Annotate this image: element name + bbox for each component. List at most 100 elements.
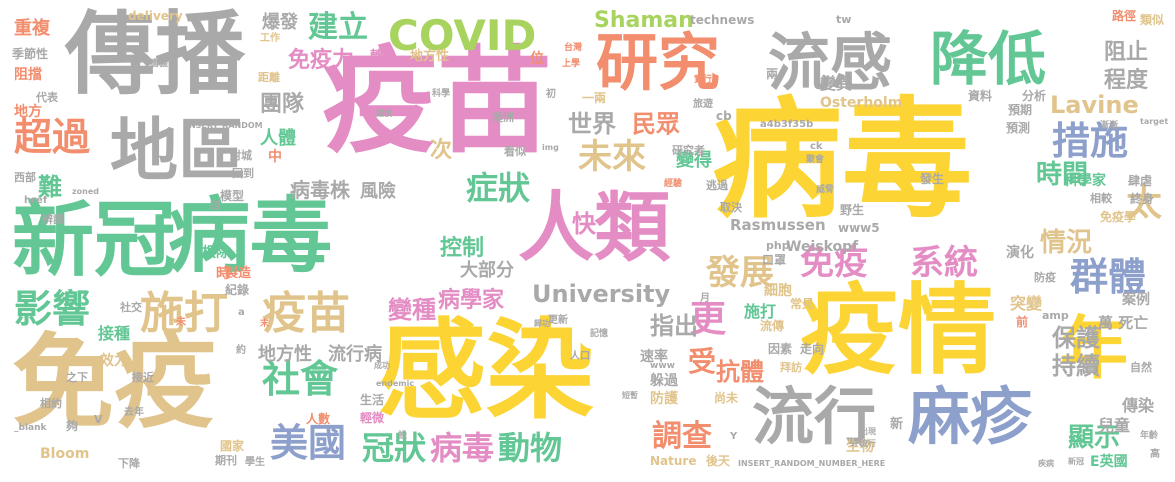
- cloud-word: 中: [268, 149, 282, 165]
- cloud-word: img: [542, 143, 559, 152]
- cloud-word: 施打: [140, 288, 228, 339]
- cloud-word: 年: [1060, 310, 1129, 389]
- cloud-word: Rasmussen: [730, 216, 826, 234]
- cloud-word: Shaman: [594, 8, 694, 33]
- cloud-word: 爆發: [262, 12, 298, 33]
- cloud-word: 接種: [98, 324, 131, 343]
- cloud-word: endemic: [376, 379, 415, 388]
- cloud-word: 動物: [498, 429, 563, 467]
- cloud-word: 重複: [14, 18, 50, 39]
- cloud-word: 相約: [40, 397, 62, 410]
- cloud-word: 地方: [14, 104, 42, 120]
- cloud-word: 新: [890, 417, 904, 432]
- cloud-word: 風險: [360, 181, 396, 202]
- cloud-word: 系統: [910, 243, 978, 283]
- cloud-word: 後天: [706, 454, 731, 468]
- cloud-word: 時: [216, 266, 230, 282]
- cloud-word: target: [1140, 117, 1169, 126]
- cloud-word: 人口: [570, 351, 590, 362]
- cloud-word: 病毒: [168, 189, 333, 284]
- cloud-word: 免疫力: [288, 48, 355, 73]
- cloud-word: 美國: [270, 421, 347, 465]
- cloud-word: 自然: [1130, 361, 1152, 374]
- cloud-word: 措施: [1052, 119, 1129, 163]
- cloud-word: a: [238, 307, 245, 318]
- cloud-word: 相較: [1090, 192, 1112, 205]
- cloud-word: 位: [530, 51, 544, 67]
- cloud-word: 阻擋: [14, 67, 42, 83]
- cloud-word: 病毒: [712, 84, 973, 236]
- cloud-word: 建立: [308, 10, 368, 45]
- cloud-word: 人數: [306, 412, 331, 426]
- cloud-word: 快: [572, 210, 596, 238]
- cloud-word: 科學: [432, 89, 451, 99]
- cloud-word: 疫苗: [262, 288, 350, 339]
- cloud-word: 距離: [258, 71, 280, 84]
- cloud-word: INSERT_RANDOM_NUMBER_HERE: [738, 459, 886, 468]
- cloud-word: 人類: [518, 183, 670, 272]
- cloud-word: 新冠: [12, 193, 177, 288]
- cloud-word: 成功: [374, 361, 390, 370]
- cloud-word: 代表: [36, 91, 58, 104]
- cloud-word: 實行: [694, 75, 713, 85]
- cloud-word: 野生: [840, 203, 865, 217]
- cloud-word: 群體: [1070, 255, 1147, 299]
- cloud-word: 感染: [378, 309, 595, 434]
- cloud-word: 持續: [1052, 352, 1100, 380]
- cloud-word: 傳染: [1122, 396, 1155, 415]
- cloud-word: 辨識: [42, 213, 64, 226]
- cloud-word: 未來: [578, 137, 646, 177]
- cloud-word: 突變: [1010, 294, 1043, 313]
- cloud-word: 謹慎: [376, 109, 392, 118]
- cloud-word: 保護: [1052, 324, 1100, 352]
- cloud-word: 防疫: [1034, 271, 1056, 284]
- cloud-word: 大部分: [460, 260, 514, 281]
- cloud-word: 拜訪: [780, 361, 802, 374]
- cloud-word: 肆虐: [1128, 174, 1153, 188]
- cloud-word: www: [650, 361, 675, 371]
- cloud-word: E英國: [1090, 454, 1128, 470]
- cloud-word: 降低: [930, 25, 1047, 93]
- cloud-word: 效力: [100, 353, 128, 369]
- cloud-word: 流行: [860, 439, 876, 448]
- cloud-word: 國家: [220, 439, 245, 453]
- cloud-word: 預期: [1008, 103, 1033, 117]
- cloud-word: 封城: [230, 149, 252, 162]
- cloud-word: 疾病: [1038, 459, 1054, 468]
- cloud-word: 程度: [1104, 68, 1149, 93]
- cloud-word: 更: [690, 299, 727, 340]
- cloud-word: 發展: [706, 253, 774, 293]
- cloud-word: 變種: [388, 296, 436, 324]
- cloud-word: 調查: [652, 419, 712, 454]
- cloud-word: 經驗: [664, 179, 683, 189]
- cloud-word: amp: [1042, 309, 1069, 322]
- cloud-word: 四: [210, 201, 220, 212]
- cloud-word: 萬 死亡: [1098, 314, 1149, 332]
- cloud-word: 案例: [1122, 292, 1150, 308]
- cloud-word: 季節性: [12, 47, 49, 61]
- cloud-word: 研究: [596, 26, 721, 99]
- cloud-word: 病毒: [430, 429, 495, 467]
- cloud-word: 前: [1016, 315, 1029, 329]
- cloud-word: 新冠: [1068, 457, 1084, 466]
- cloud-word: 期刊: [215, 454, 237, 467]
- cloud-word: 因素: [768, 342, 793, 356]
- cloud-word: 上學: [562, 59, 581, 69]
- cloud-word: 工作: [260, 33, 280, 44]
- cloud-word: 人體: [260, 128, 296, 149]
- cloud-word: 世界: [568, 110, 616, 138]
- cloud-word: 取決: [720, 201, 742, 214]
- cloud-word: 研究者: [672, 144, 705, 157]
- cloud-word: 太: [1126, 183, 1163, 224]
- cloud-word: 免疫學: [1100, 210, 1137, 224]
- cloud-word: 速率: [640, 349, 668, 365]
- cloud-word: 症狀: [466, 169, 531, 207]
- cloud-word: 年齡: [1140, 431, 1159, 441]
- cloud-word: 走向: [800, 342, 825, 356]
- cloud-word: 類似: [1140, 13, 1165, 27]
- cloud-word: 設: [398, 431, 408, 441]
- cloud-word: cb: [716, 109, 732, 123]
- cloud-word: 製造: [225, 266, 252, 281]
- cloud-word: 流感: [768, 26, 893, 99]
- cloud-word: 西部: [14, 171, 36, 184]
